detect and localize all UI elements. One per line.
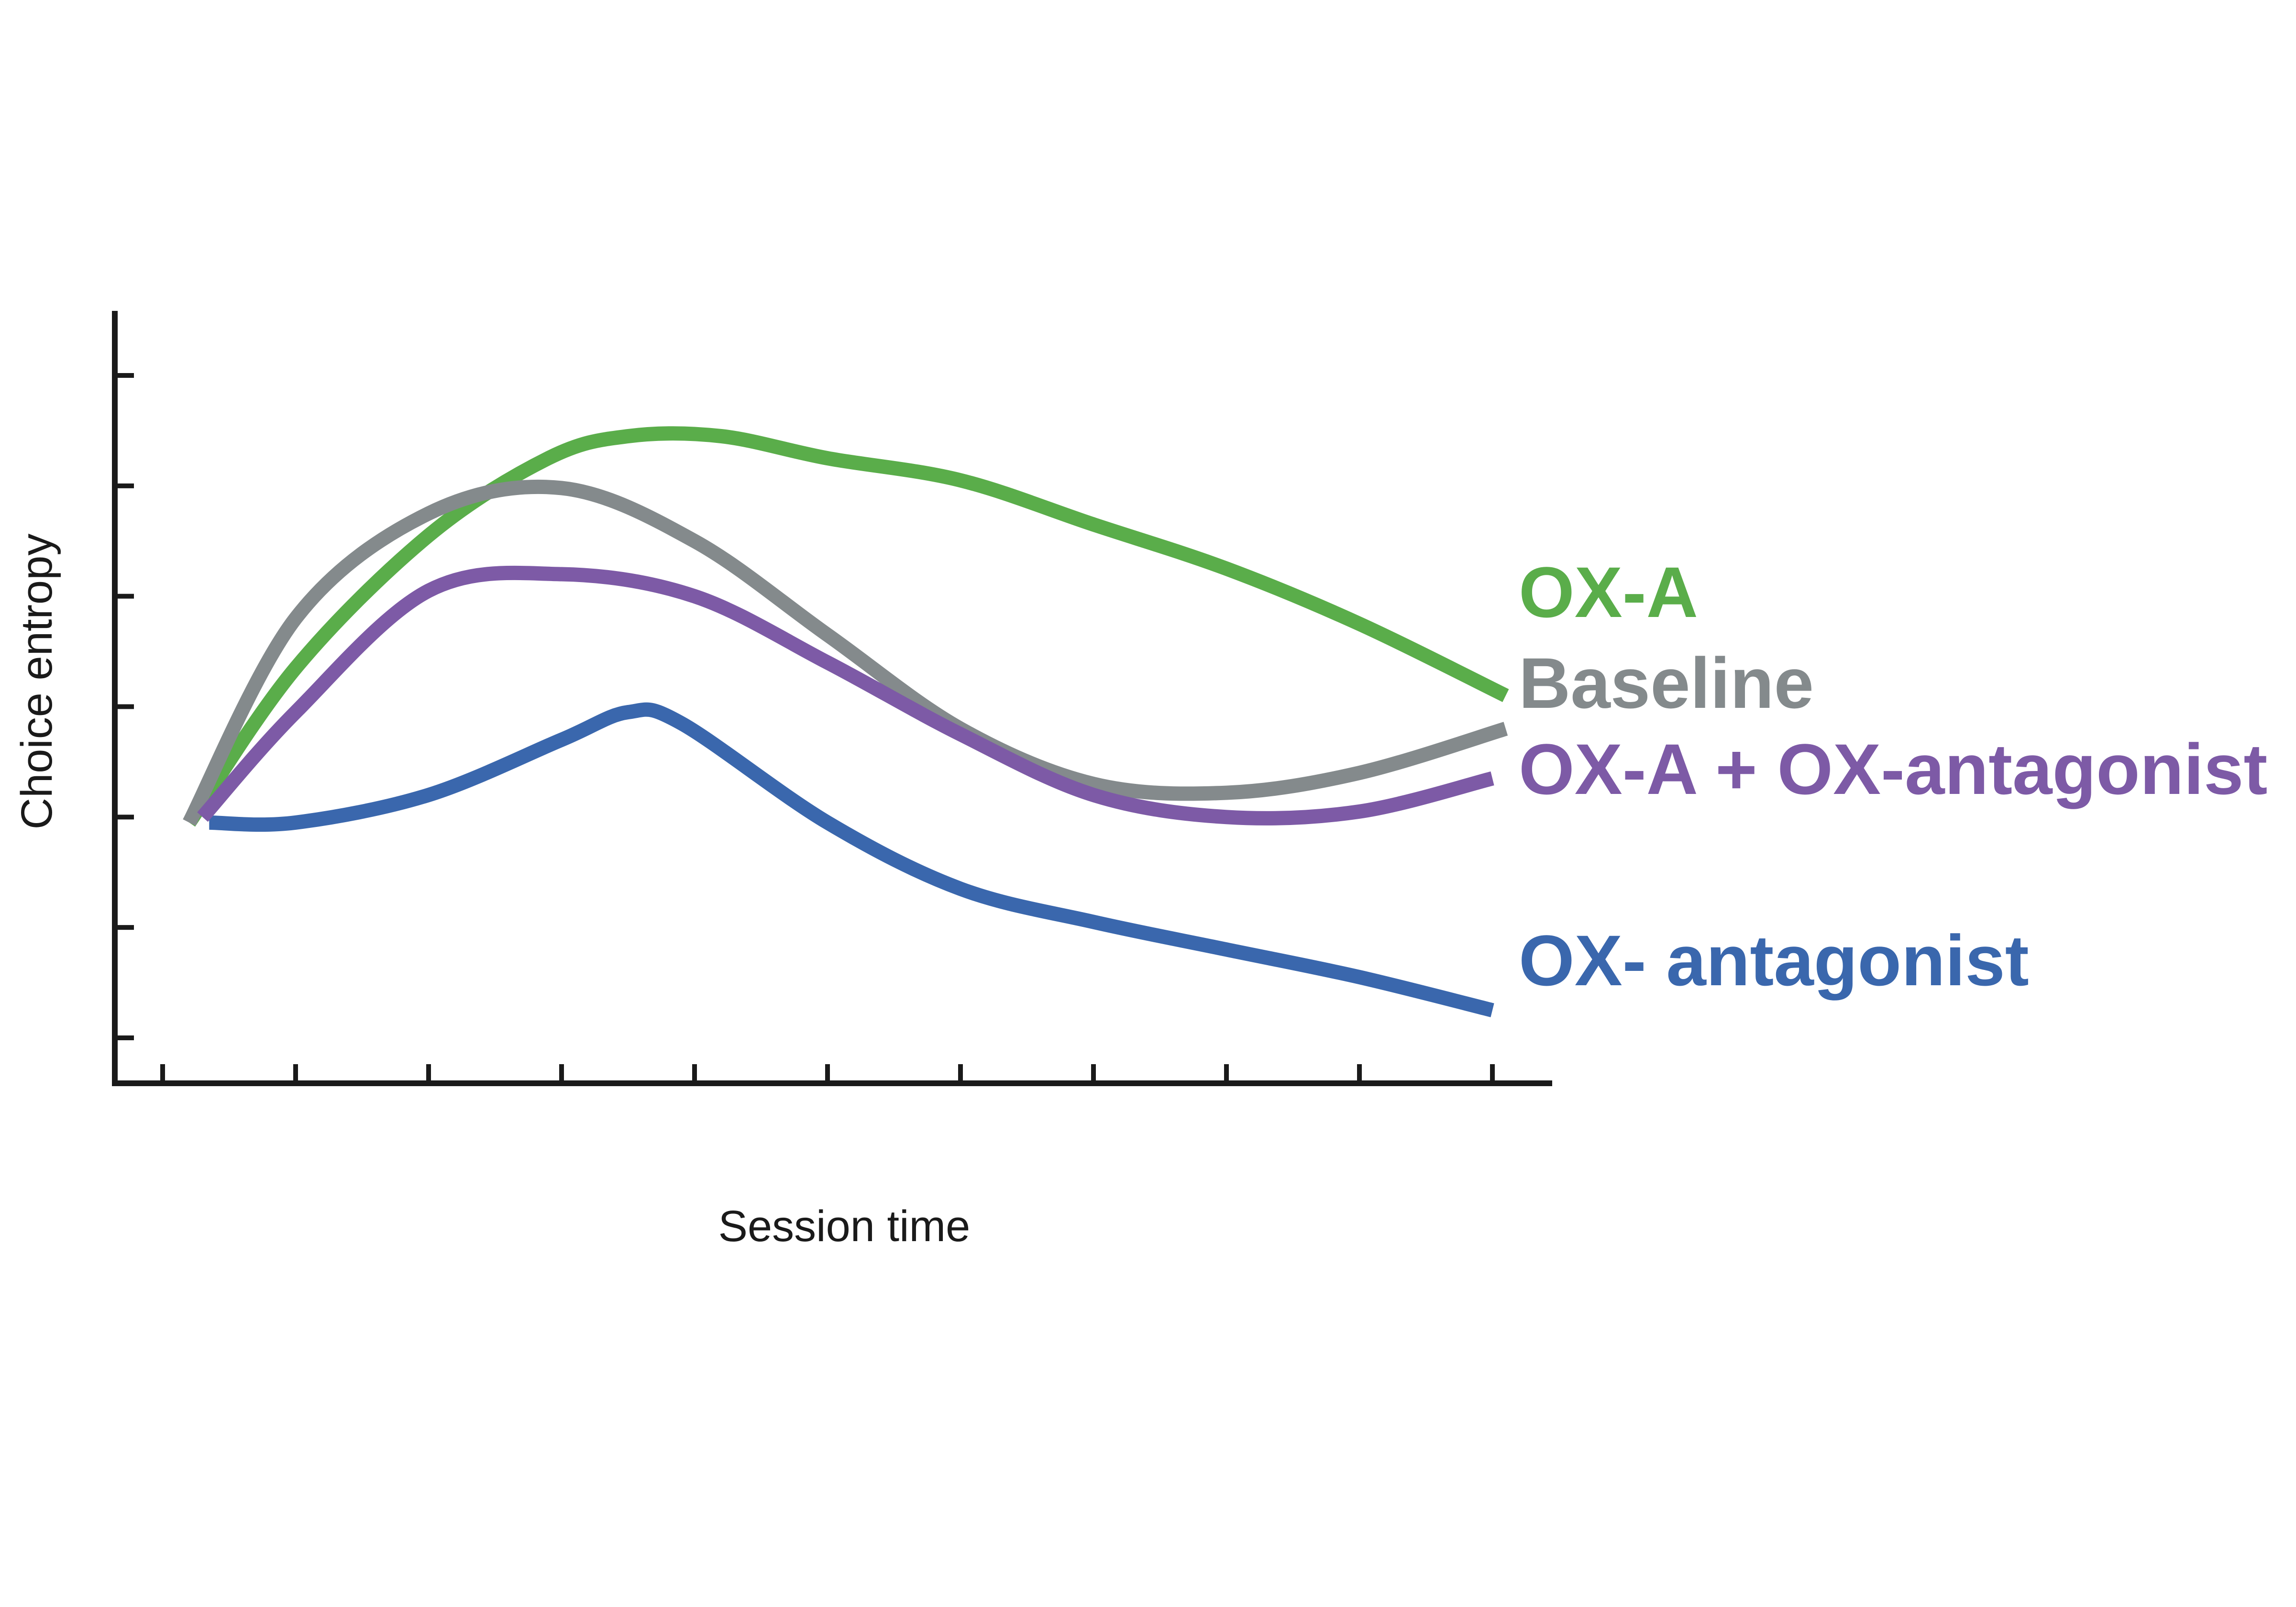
axes [112, 311, 1552, 1086]
series-lines [183, 426, 1509, 1017]
y-ticks [115, 373, 134, 1040]
x-ticks [160, 1064, 1495, 1083]
series-label-3: OX- antagonist [1519, 920, 2029, 1001]
series-line-0 [183, 426, 1509, 827]
series-label-0: OX-A [1519, 552, 1698, 632]
series-label-2: OX-A + OX-antagonist [1519, 729, 2267, 809]
series-line-2 [197, 565, 1494, 826]
series-line-1 [183, 479, 1508, 826]
series-label-1: Baseline [1519, 643, 1814, 723]
series-line-3 [209, 702, 1494, 1017]
y-axis-title: Choice entropy [12, 534, 61, 830]
x-axis-title: Session time [718, 1202, 971, 1251]
